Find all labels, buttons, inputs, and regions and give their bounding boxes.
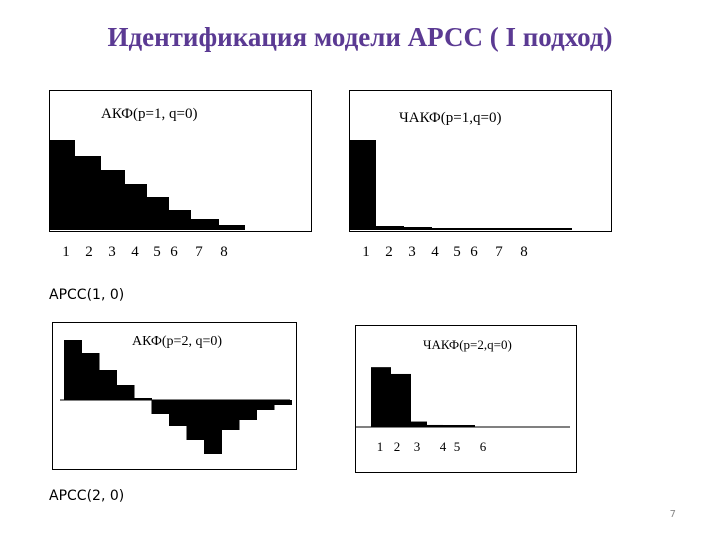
tick-label: 5: [454, 439, 461, 454]
tick-label: 2: [385, 244, 393, 260]
bar: [191, 219, 219, 230]
slide-title: Идентификация модели АРСС ( I подход): [107, 22, 613, 52]
acf-chart-ar2-svg: АКФ(p=2, q=0): [52, 322, 297, 470]
bar: [147, 197, 169, 230]
tick-label: 4: [131, 244, 139, 260]
tick-label: 1: [377, 439, 384, 454]
bar: [376, 226, 404, 230]
acf-chart-ar1: АКФ(p=1, q=0) 1 2 3 4 5 6 7 8: [49, 90, 314, 260]
chart-title: ЧАКФ(p=1,q=0): [399, 110, 501, 126]
tick-label: 2: [85, 244, 93, 260]
bar: [204, 400, 222, 454]
bar: [256, 400, 275, 410]
bar: [443, 425, 459, 427]
tick-label: 6: [170, 244, 178, 260]
bar: [411, 421, 427, 427]
tick-label: 6: [470, 244, 478, 260]
bar: [459, 425, 475, 427]
chart-title: ЧАКФ(p=2,q=0): [423, 337, 512, 352]
chart-frame: [355, 325, 577, 473]
tick-label: 5: [453, 244, 461, 260]
bar: [221, 400, 240, 430]
page-number: 7: [669, 509, 676, 520]
tick-label: 8: [520, 244, 528, 260]
tick-label: 2: [394, 439, 401, 454]
tick-label: 3: [408, 244, 416, 260]
pacf-chart-ar1: ЧАКФ(p=1,q=0) 1 2 3 4 5 6 7 8: [349, 90, 614, 260]
bar: [169, 400, 187, 426]
bar: [64, 340, 82, 400]
bar: [101, 170, 125, 230]
bar: [404, 227, 432, 230]
bar: [151, 400, 170, 414]
acf-chart-ar2: АКФ(p=2, q=0): [52, 322, 297, 470]
tick-label: 4: [431, 244, 439, 260]
bar: [432, 228, 460, 230]
pacf-chart-ar1-svg: ЧАКФ(p=1,q=0) 1 2 3 4 5 6 7 8: [349, 90, 612, 260]
bar: [349, 140, 376, 230]
bar: [49, 140, 75, 230]
tick-label: 4: [440, 439, 447, 454]
bar: [186, 400, 205, 440]
tick-label: 3: [108, 244, 116, 260]
chart-title: АКФ(p=2, q=0): [132, 334, 222, 349]
bar: [427, 424, 443, 427]
tick-label: 1: [362, 244, 370, 260]
bar: [274, 400, 292, 405]
tick-label: 8: [220, 244, 228, 260]
tick-label: 6: [480, 439, 487, 454]
bar: [219, 225, 245, 230]
tick-label: 3: [414, 439, 421, 454]
bar: [488, 228, 516, 230]
tick-label: 5: [153, 244, 161, 260]
bar: [169, 210, 191, 230]
tick-label: 7: [495, 244, 503, 260]
model-label-ar2: АРСС(2, 0): [49, 488, 125, 504]
acf-chart-ar1-svg: АКФ(p=1, q=0) 1 2 3 4 5 6 7 8: [49, 90, 312, 260]
bar: [239, 400, 257, 420]
chart-frame: [52, 322, 297, 470]
tick-label: 1: [62, 244, 70, 260]
bar: [544, 228, 572, 230]
bar: [391, 373, 411, 427]
model-label-ar1: АРСС(1, 0): [49, 287, 125, 303]
bar: [371, 367, 391, 427]
bar: [125, 184, 147, 230]
bar: [516, 228, 544, 230]
pacf-chart-ar2-svg: ЧАКФ(p=2,q=0) 1 2 3 4 5 6: [355, 325, 577, 473]
bar: [99, 370, 117, 400]
bar: [460, 228, 488, 230]
bar: [116, 385, 135, 400]
pacf-chart-ar2: ЧАКФ(p=2,q=0) 1 2 3 4 5 6: [355, 325, 577, 473]
tick-label: 7: [195, 244, 203, 260]
bar: [134, 398, 152, 400]
bar: [75, 156, 101, 230]
chart-title: АКФ(p=1, q=0): [101, 106, 197, 122]
bar: [81, 353, 100, 400]
